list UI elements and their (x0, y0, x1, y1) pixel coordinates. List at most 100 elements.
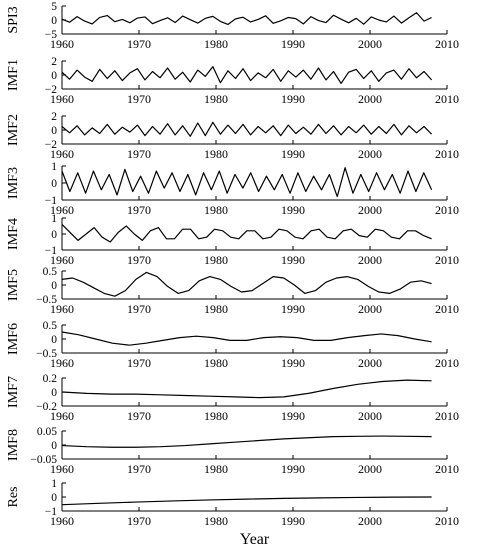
y-tick-label: −2 (45, 139, 57, 151)
y-tick-label: 2 (51, 111, 57, 123)
y-tick-label: 0 (51, 70, 57, 82)
series-line-spi3 (61, 12, 432, 26)
y-tick-label: 0.5 (43, 320, 58, 332)
y-tick-label: 0 (51, 492, 57, 504)
y-tick-label: −0.2 (36, 401, 57, 413)
series-line-imf2 (61, 121, 433, 137)
x-tick-label: 2000 (358, 92, 382, 106)
x-tick-label: 1990 (281, 203, 305, 217)
y-tick-label: 0.05 (37, 426, 57, 438)
x-tick-label: 2000 (358, 409, 382, 423)
x-tick-label: 2000 (358, 462, 382, 476)
x-tick-label: 1960 (50, 462, 74, 476)
x-tick-label: 1990 (281, 302, 305, 316)
y-tick-label: −0.5 (36, 348, 57, 360)
y-tick-label: −0.05 (30, 454, 57, 466)
y-axis-label: IMF6 (6, 323, 21, 355)
x-tick-label: 1970 (127, 356, 151, 370)
x-tick-label: 2010 (435, 203, 459, 217)
x-tick-label: 2010 (435, 253, 459, 267)
x-tick-label: 1990 (281, 514, 305, 528)
y-tick-label: 1 (51, 213, 57, 225)
x-tick-label: 2010 (435, 37, 459, 51)
x-tick-label: 1980 (204, 92, 228, 106)
series-line-imf7 (61, 379, 432, 399)
x-tick-label: 2010 (435, 92, 459, 106)
x-tick-label: 1980 (204, 147, 228, 161)
x-tick-label: 2010 (435, 409, 459, 423)
y-tick-label: −5 (45, 29, 57, 41)
x-tick-label: 1990 (281, 147, 305, 161)
x-tick-label: 1990 (281, 462, 305, 476)
x-tick-label: 1980 (204, 356, 228, 370)
y-axis-label: IMF7 (6, 376, 21, 408)
x-tick-label: 1970 (127, 92, 151, 106)
y-tick-label: −1 (45, 195, 57, 207)
x-tick-label: 1960 (50, 253, 74, 267)
x-tick-label: 2010 (435, 147, 459, 161)
series-line-imf3 (61, 167, 433, 198)
y-tick-label: 0 (51, 334, 57, 346)
y-tick-label: 1 (51, 478, 57, 490)
x-tick-label: 1960 (50, 356, 74, 370)
y-tick-label: 0 (51, 178, 57, 190)
y-axis-label: IMF5 (6, 269, 21, 301)
x-tick-label: 2010 (435, 514, 459, 528)
x-tick-label: 2000 (358, 356, 382, 370)
series-line-imf6 (61, 331, 432, 346)
y-axis-label: Res (6, 487, 21, 508)
x-tick-label: 1970 (127, 514, 151, 528)
y-axis-label: IMF4 (6, 218, 21, 250)
x-tick-label: 1980 (204, 253, 228, 267)
x-tick-label: 1960 (50, 409, 74, 423)
x-tick-label: 1980 (204, 514, 228, 528)
x-tick-label: 1980 (204, 462, 228, 476)
x-tick-label: 1960 (50, 92, 74, 106)
x-tick-label: 1970 (127, 409, 151, 423)
x-tick-label: 1980 (204, 203, 228, 217)
x-tick-label: 1970 (127, 302, 151, 316)
x-tick-label: 1980 (204, 302, 228, 316)
y-tick-label: 0.2 (43, 373, 58, 385)
x-tick-label: 1960 (50, 147, 74, 161)
series-line-imf1 (61, 66, 433, 84)
x-tick-label: 1960 (50, 203, 74, 217)
x-tick-label: 2000 (358, 253, 382, 267)
y-tick-label: 0 (51, 387, 57, 399)
y-tick-label: −1 (45, 506, 57, 518)
y-tick-label: 0 (51, 229, 57, 241)
x-tick-label: 1990 (281, 92, 305, 106)
y-tick-label: −2 (45, 84, 57, 96)
x-tick-label: 1960 (50, 514, 74, 528)
y-axis-label: IMF8 (6, 429, 21, 461)
x-tick-label: 1960 (50, 302, 74, 316)
y-axis-label: IMF2 (6, 114, 21, 146)
x-tick-label: 2010 (435, 462, 459, 476)
y-axis-label: SPI3 (6, 6, 21, 33)
x-tick-label: 1990 (281, 356, 305, 370)
x-tick-label: 2010 (435, 302, 459, 316)
x-tick-label: 1990 (281, 253, 305, 267)
x-tick-label: 1980 (204, 409, 228, 423)
x-tick-label: 1960 (50, 37, 74, 51)
series-line-imf4 (61, 223, 432, 243)
x-tick-label: 2000 (358, 147, 382, 161)
y-tick-label: 0 (51, 440, 57, 452)
x-tick-label: 1980 (204, 37, 228, 51)
y-tick-label: 0.5 (43, 266, 58, 278)
x-tick-label: 2000 (358, 203, 382, 217)
y-tick-label: −1 (45, 245, 57, 257)
x-tick-label: 1970 (127, 253, 151, 267)
y-tick-label: 2 (51, 56, 57, 68)
x-axis-title: Year (240, 531, 270, 548)
y-tick-label: 0 (51, 15, 57, 27)
x-tick-label: 1990 (281, 409, 305, 423)
x-tick-label: 2000 (358, 37, 382, 51)
x-tick-label: 2000 (358, 514, 382, 528)
x-tick-label: 1970 (127, 462, 151, 476)
y-tick-label: 1 (51, 161, 57, 173)
series-line-res (61, 496, 432, 506)
x-tick-label: 2010 (435, 356, 459, 370)
y-axis-label: IMF1 (6, 59, 21, 91)
